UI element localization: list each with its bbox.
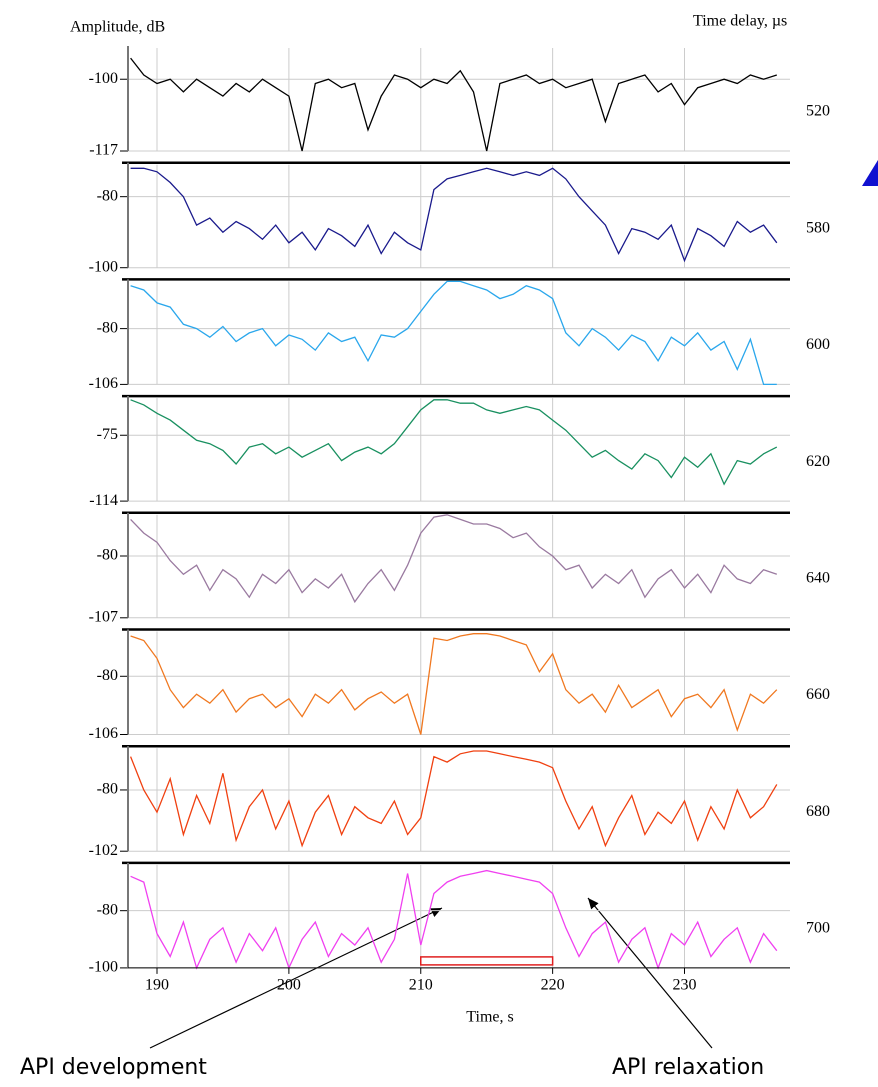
arrow-icon bbox=[862, 160, 878, 186]
y-tick-label: -100 bbox=[89, 258, 118, 275]
delay-label: 520 bbox=[806, 103, 830, 120]
series-line bbox=[130, 280, 777, 386]
y-tick-label: -106 bbox=[89, 375, 118, 392]
delay-label: 640 bbox=[806, 569, 830, 586]
interval-bar bbox=[420, 956, 554, 966]
y-tick-label: -117 bbox=[89, 142, 118, 159]
y-tick-label: -100 bbox=[89, 70, 118, 87]
series-line bbox=[130, 514, 778, 604]
y-tick-label: -80 bbox=[97, 319, 118, 336]
annotation: API relaxation bbox=[612, 1055, 764, 1080]
y-tick-label: -80 bbox=[97, 781, 118, 798]
series-line bbox=[130, 57, 777, 152]
y-tick-label: -102 bbox=[89, 842, 118, 859]
delay-label: 600 bbox=[806, 336, 830, 353]
delay-label: 580 bbox=[806, 219, 830, 236]
annotation-arrow bbox=[149, 907, 443, 1049]
series-line bbox=[130, 633, 778, 735]
y-tick-label: -106 bbox=[89, 725, 118, 742]
delay-label: 620 bbox=[806, 453, 830, 470]
delay-axis-title: Time delay, µs bbox=[693, 13, 787, 30]
y-tick-label: -80 bbox=[97, 547, 118, 564]
y-tick-label: -75 bbox=[97, 426, 118, 443]
series-line bbox=[129, 750, 778, 848]
series-line bbox=[130, 869, 778, 970]
x-tick-label: 220 bbox=[541, 977, 565, 994]
x-tick-label: 190 bbox=[145, 977, 169, 994]
annotation-arrow bbox=[587, 897, 713, 1049]
y-tick-label: -100 bbox=[89, 959, 118, 976]
series-line bbox=[130, 399, 778, 486]
y-tick-label: -107 bbox=[89, 608, 118, 625]
x-tick-label: 210 bbox=[409, 977, 433, 994]
y-tick-label: -80 bbox=[97, 667, 118, 684]
annotation: API development bbox=[20, 1055, 207, 1080]
delay-label: 700 bbox=[806, 920, 830, 937]
y-axis-title: Amplitude, dB bbox=[70, 19, 165, 36]
x-tick-label: 230 bbox=[673, 977, 697, 994]
x-tick-label: 200 bbox=[277, 977, 301, 994]
y-tick-label: -80 bbox=[97, 901, 118, 918]
x-axis-title: Time, s bbox=[466, 1009, 513, 1026]
y-tick-label: -114 bbox=[89, 492, 118, 509]
delay-label: 660 bbox=[806, 686, 830, 703]
y-tick-label: -80 bbox=[97, 187, 118, 204]
series-line bbox=[130, 167, 778, 263]
delay-label: 680 bbox=[806, 803, 830, 820]
